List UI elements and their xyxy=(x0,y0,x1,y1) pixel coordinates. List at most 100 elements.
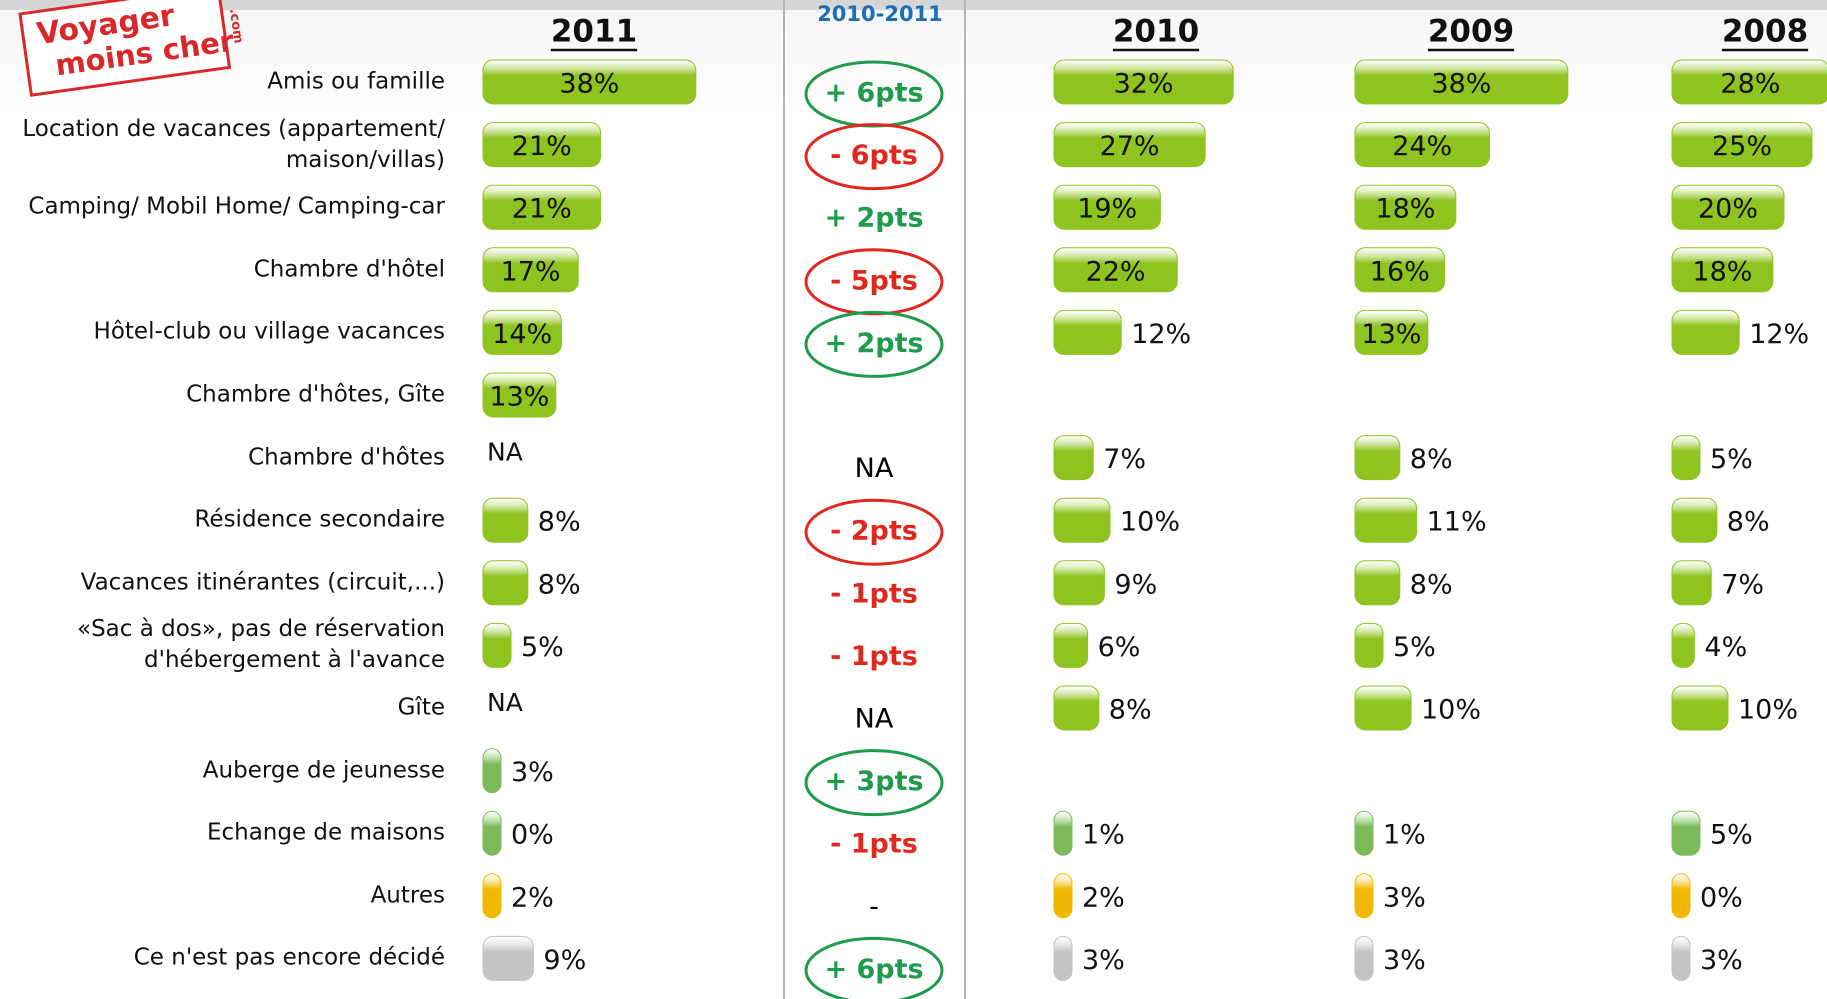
bar xyxy=(1671,184,1785,230)
diff-circle xyxy=(804,123,944,191)
bar xyxy=(482,935,534,981)
diff-label: - 5pts xyxy=(830,265,918,296)
diff-circle xyxy=(804,310,944,378)
bar xyxy=(1053,59,1234,105)
bar xyxy=(1671,309,1740,355)
bar xyxy=(1053,122,1206,168)
value-label: 8% xyxy=(1410,444,1453,475)
bar xyxy=(1354,184,1457,230)
value-label: 10% xyxy=(1738,695,1798,726)
logo-suffix: .com xyxy=(226,8,246,45)
bar xyxy=(1671,560,1712,606)
bar xyxy=(1671,685,1729,731)
value-label: 8% xyxy=(538,507,581,538)
value-label: 21% xyxy=(512,131,572,162)
value-label: 32% xyxy=(1114,69,1174,100)
value-label: 18% xyxy=(1692,256,1752,287)
bar xyxy=(1671,622,1695,668)
value-label: 12% xyxy=(1131,319,1191,350)
year-header: 2010 xyxy=(1113,14,1199,50)
bar xyxy=(482,184,602,230)
value-label: 8% xyxy=(1109,695,1152,726)
value-label: 5% xyxy=(1710,820,1753,851)
category-label: Chambre d'hôtes, Gîte xyxy=(186,381,445,408)
value-label: 3% xyxy=(511,757,554,788)
bar xyxy=(482,748,502,794)
bar xyxy=(482,309,562,355)
value-label: 8% xyxy=(1410,569,1453,600)
value-label: 3% xyxy=(1383,945,1426,976)
value-label: NA xyxy=(487,688,523,717)
bar xyxy=(1053,810,1073,856)
bar xyxy=(1671,497,1718,543)
value-label: 9% xyxy=(543,945,586,976)
value-label: 2% xyxy=(1082,882,1125,913)
year-header: 2011 xyxy=(551,14,637,50)
category-label: Echange de maisons xyxy=(206,819,445,846)
value-label: 25% xyxy=(1712,131,1772,162)
value-label: 16% xyxy=(1370,256,1430,287)
value-label: 11% xyxy=(1427,507,1487,538)
category-label: Hôtel-club ou village vacances xyxy=(93,318,445,345)
category-label: Ce n'est pas encore décidé xyxy=(133,944,445,971)
bar xyxy=(1354,497,1418,543)
value-label: 8% xyxy=(538,569,581,600)
diff-circle xyxy=(804,498,944,566)
bar xyxy=(482,59,697,105)
value-label: 10% xyxy=(1120,507,1180,538)
bar xyxy=(1354,873,1374,919)
value-label: 5% xyxy=(1710,444,1753,475)
value-label: 20% xyxy=(1698,194,1758,225)
diff-label: - 1pts xyxy=(830,641,918,672)
value-label: 19% xyxy=(1077,194,1137,225)
bar xyxy=(482,622,512,668)
diff-label: + 6pts xyxy=(824,78,923,109)
bar xyxy=(1354,810,1374,856)
value-label: 1% xyxy=(1383,820,1426,851)
value-label: 12% xyxy=(1749,319,1809,350)
value-label: 6% xyxy=(1098,632,1141,663)
value-label: 0% xyxy=(1700,882,1743,913)
bar xyxy=(482,497,529,543)
diff-label: + 3pts xyxy=(824,766,923,797)
bar xyxy=(1671,247,1774,293)
bar xyxy=(1053,622,1089,668)
value-label: 24% xyxy=(1392,131,1452,162)
year-header: 2009 xyxy=(1428,14,1514,50)
bar xyxy=(1671,935,1691,981)
diff-label: + 2pts xyxy=(824,328,923,359)
diff-label: + 6pts xyxy=(824,954,923,985)
bar xyxy=(1053,873,1073,919)
bar xyxy=(1671,435,1701,481)
category-label: Auberge de jeunesse xyxy=(202,757,445,784)
diff-label: NA xyxy=(855,453,894,484)
bar xyxy=(1354,685,1412,731)
bar xyxy=(482,560,529,606)
bar xyxy=(1053,247,1178,293)
value-label: 14% xyxy=(492,319,552,350)
category-label: Camping/ Mobil Home/ Camping-car xyxy=(28,193,445,220)
bar xyxy=(1671,59,1827,105)
value-label: 4% xyxy=(1704,632,1747,663)
bar xyxy=(1354,935,1374,981)
value-label: 3% xyxy=(1700,945,1743,976)
category-label: Chambre d'hôtel xyxy=(253,256,445,283)
category-label: Résidence secondaire xyxy=(194,506,445,533)
value-label: 13% xyxy=(489,382,549,413)
bar xyxy=(1354,122,1490,168)
diff-title: 2010-2011 xyxy=(817,2,943,26)
diff-circle xyxy=(804,936,944,999)
category-label: Autres xyxy=(370,882,445,909)
top-strip xyxy=(0,0,1827,10)
category-label: «Sac à dos», pas de réservation d'héberg… xyxy=(77,616,445,674)
value-label: 17% xyxy=(501,256,561,287)
value-label: 1% xyxy=(1082,820,1125,851)
diff-label: - 6pts xyxy=(830,140,918,171)
diff-label: + 2pts xyxy=(824,203,923,234)
value-label: 5% xyxy=(521,632,564,663)
diff-label: - 1pts xyxy=(830,829,918,860)
bar xyxy=(1354,435,1401,481)
bar xyxy=(482,247,579,293)
category-label: Location de vacances (appartement/ maiso… xyxy=(22,115,445,173)
